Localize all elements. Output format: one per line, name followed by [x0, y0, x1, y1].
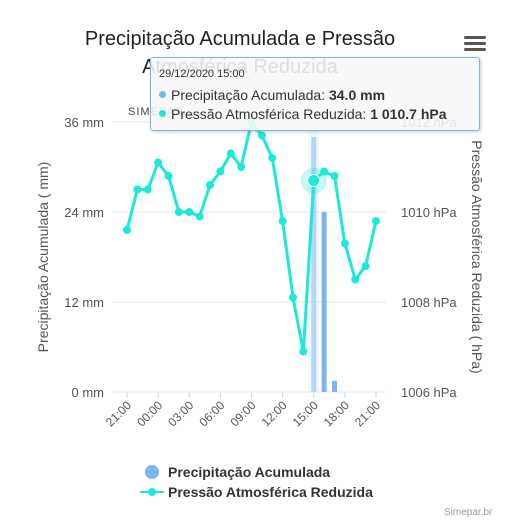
pressure-point [330, 172, 339, 180]
y-left-tick-label: 24 mm [64, 205, 104, 220]
pressure-point [340, 239, 349, 248]
pressure-point [174, 208, 183, 216]
precip-bar [321, 212, 327, 392]
pressure-point [361, 262, 370, 270]
y-left-tick-label: 36 mm [64, 115, 104, 130]
pressure-point [257, 131, 266, 140]
chart-title-line1: Precipitação Acumulada e Pressão [84, 28, 396, 50]
pressure-point [299, 347, 308, 356]
tooltip-pressure-row: Pressão Atmosférica Reduzida: 1 010.7 hP… [159, 106, 447, 122]
pressure-point [372, 217, 380, 225]
precip-dot-icon [159, 91, 166, 98]
x-tick-label: 06:00 [196, 398, 227, 429]
tooltip-precip-label: Precipitação Acumulada: [171, 87, 329, 103]
y-right-axis-title: Pressão Atmosférica Reduzida ( hPa) [469, 140, 485, 373]
legend-item-pressure[interactable]: Pressão Atmosférica Reduzida [140, 482, 373, 502]
pressure-point-highlighted [307, 174, 321, 187]
tooltip: 29/12/2020 15:00 Precipitação Acumulada:… [150, 57, 480, 131]
legend-precip-circle-icon [145, 465, 159, 479]
pressure-point [206, 181, 214, 189]
hamburger-menu-icon[interactable] [462, 34, 488, 56]
pressure-point [195, 212, 204, 221]
tooltip-pressure-label: Pressão Atmosférica Reduzida: [171, 106, 371, 122]
legend-pressure-line-icon [140, 488, 164, 496]
legend-item-precipitation[interactable]: Precipitação Acumulada [140, 462, 373, 482]
pressure-point [185, 208, 194, 216]
credits-link[interactable]: Simepar.br [444, 507, 493, 518]
x-tick-label: 12:00 [259, 398, 290, 429]
y-right-tick-label: 1008 hPa [401, 295, 457, 310]
pressure-point [133, 185, 142, 194]
x-tick-label: 03:00 [165, 398, 196, 429]
y-right-tick-label: 1010 hPa [401, 205, 457, 220]
pressure-point [154, 158, 163, 167]
precip-bar [332, 380, 337, 392]
legend-label-pressure: Pressão Atmosférica Reduzida [168, 484, 373, 500]
x-tick-label: 00:00 [134, 398, 165, 429]
y-right-tick-label: 1006 hPa [401, 385, 457, 400]
pressure-dot-icon [159, 110, 166, 117]
pressure-point [268, 154, 277, 162]
pressure-point [143, 185, 152, 194]
legend-label-precipitation: Precipitação Acumulada [168, 464, 331, 480]
pressure-point [237, 163, 246, 171]
pressure-point [226, 149, 235, 158]
y-left-axis-title: Precipitação Acumulada ( mm) [35, 162, 51, 353]
legend: Precipitação Acumulada Pressão Atmosféri… [140, 462, 373, 502]
x-tick-label: 09:00 [227, 398, 258, 429]
pressure-point [216, 167, 225, 176]
tooltip-precip-value: 34.0 mm [328, 87, 386, 103]
x-tick-label: 21:00 [352, 398, 383, 429]
pressure-point [278, 217, 287, 225]
pressure-point [123, 226, 131, 234]
y-left-tick-label: 0 mm [72, 385, 105, 400]
precip-bar [311, 137, 317, 392]
pressure-line [125, 120, 378, 353]
tooltip-date: 29/12/2020 15:00 [159, 68, 245, 80]
pressure-point [320, 167, 329, 176]
y-left-tick-label: 12 mm [64, 295, 104, 310]
pressure-point [351, 275, 360, 284]
pressure-point [289, 293, 297, 302]
tooltip-pressure-value: 1 010.7 hPa [370, 106, 447, 122]
pressure-point [164, 172, 173, 180]
x-tick-label: 15:00 [290, 398, 321, 429]
tooltip-precip-row: Precipitação Acumulada: 34.0 mm [159, 87, 385, 103]
x-tick-label: 18:00 [321, 398, 352, 429]
x-tick-label: 21:00 [103, 398, 134, 429]
